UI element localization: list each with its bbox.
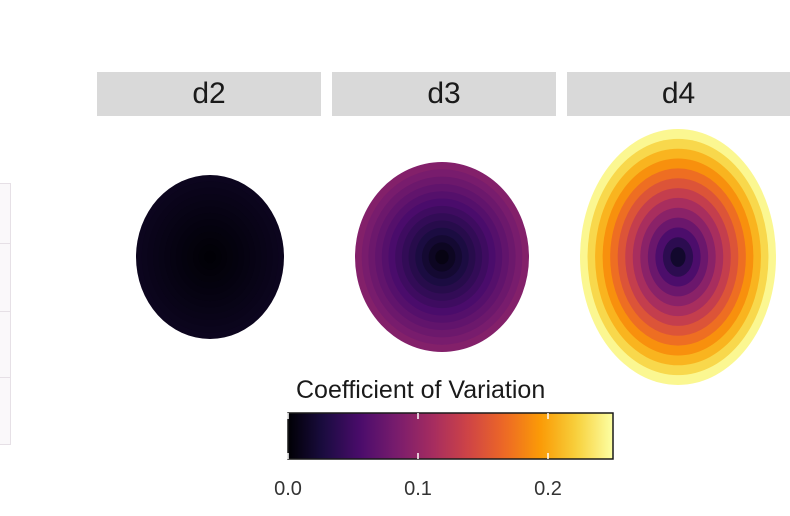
colorbar-tick-label: 0.2 (534, 478, 562, 500)
facet-disk-d3 (355, 162, 529, 352)
cv-band (204, 250, 216, 264)
facet-label-d3: d3 (427, 77, 461, 110)
facet-strip-d2: d2 (97, 72, 321, 116)
colorbar-title: Coefficient of Variation (296, 376, 546, 404)
colorbar-tick-label: 0.0 (274, 478, 302, 500)
facet-disk-d2 (136, 175, 284, 339)
facet-label-d2: d2 (192, 77, 226, 110)
facet-layer (136, 129, 776, 385)
facet-strip-d4: d4 (567, 72, 790, 116)
cv-band (670, 247, 686, 267)
colorbar-tick-label: 0.1 (404, 478, 432, 500)
facet-strip-d3: d3 (332, 72, 556, 116)
cropped-side-panel (0, 377, 11, 445)
colorbar (287, 412, 614, 460)
cv-band (435, 249, 449, 265)
colorbar-gradient (287, 412, 614, 460)
facet-label-d4: d4 (661, 77, 696, 110)
facet-disk-d4 (580, 129, 776, 385)
